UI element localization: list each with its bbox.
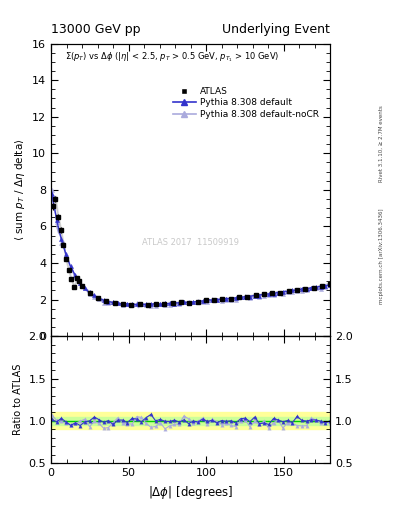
Text: Rivet 3.1.10, ≥ 2.7M events: Rivet 3.1.10, ≥ 2.7M events	[379, 105, 384, 182]
Text: $\Sigma(p_T)$ vs $\Delta\phi$ ($|\eta|$ < 2.5, $p_T$ > 0.5 GeV, $p_{T_1}$ > 10 G: $\Sigma(p_T)$ vs $\Delta\phi$ ($|\eta|$ …	[65, 51, 279, 65]
Y-axis label: $\langle$ sum $p_T$ / $\Delta\eta$ delta$\rangle$: $\langle$ sum $p_T$ / $\Delta\eta$ delta…	[13, 139, 27, 241]
Text: Underlying Event: Underlying Event	[222, 23, 330, 36]
X-axis label: $|\Delta\phi|$ [degrees]: $|\Delta\phi|$ [degrees]	[148, 484, 233, 501]
Bar	[51, 413, 330, 430]
Legend: ATLAS, Pythia 8.308 default, Pythia 8.308 default-noCR: ATLAS, Pythia 8.308 default, Pythia 8.30…	[169, 83, 323, 123]
Text: 13000 GeV pp: 13000 GeV pp	[51, 23, 141, 36]
Text: ATLAS 2017  11509919: ATLAS 2017 11509919	[142, 238, 239, 247]
Y-axis label: Ratio to ATLAS: Ratio to ATLAS	[13, 364, 23, 435]
Bar	[51, 417, 330, 425]
Text: mcplots.cern.ch [arXiv:1306.3436]: mcplots.cern.ch [arXiv:1306.3436]	[379, 208, 384, 304]
